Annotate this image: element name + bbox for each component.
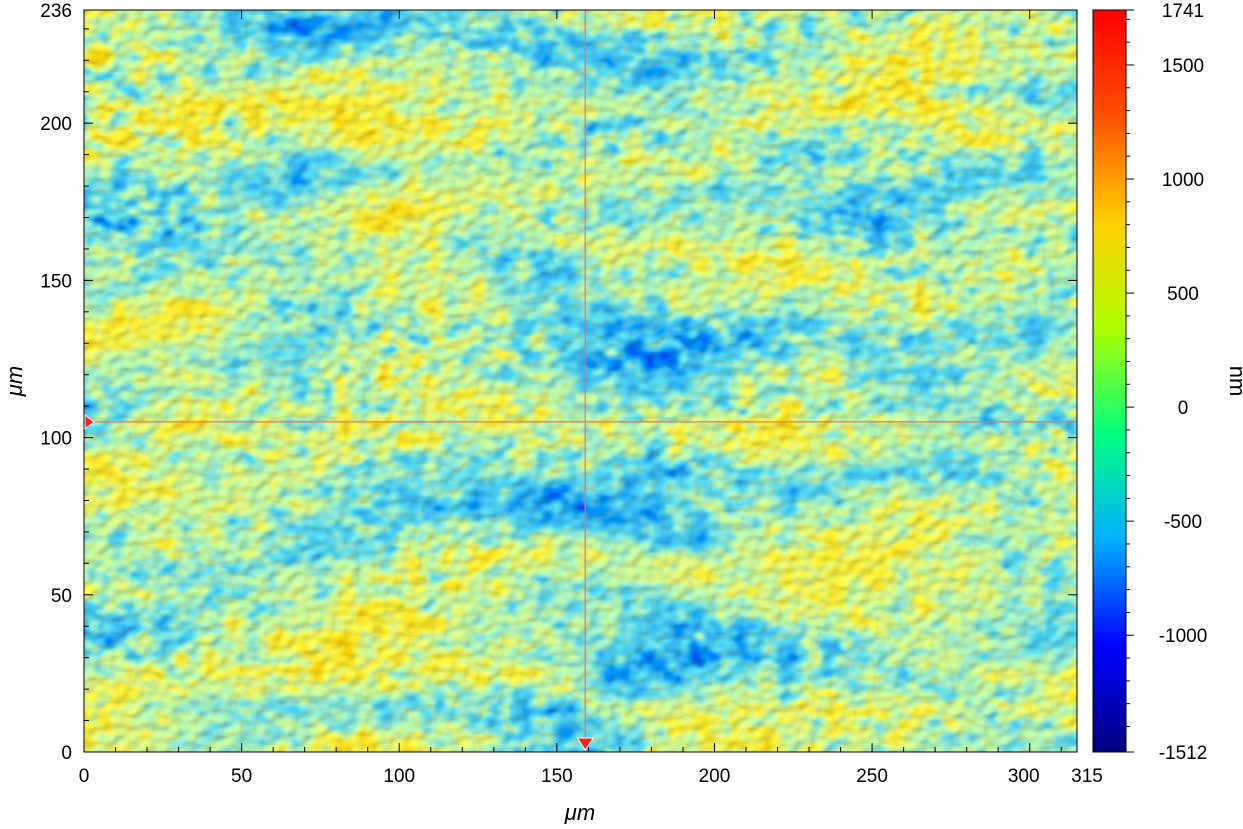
- x-tick-label: 150: [541, 766, 573, 787]
- x-axis-title: μm: [564, 800, 595, 825]
- colorbar-tick-label: 500: [1167, 284, 1199, 305]
- height-map-image: [84, 10, 1077, 752]
- y-tick-label: 0: [61, 743, 72, 764]
- crosshair-y-marker-icon[interactable]: [84, 413, 95, 430]
- y-tick-label: 150: [40, 271, 72, 292]
- colorbar-gradient: [1092, 9, 1127, 753]
- y-tick-label: 50: [51, 586, 72, 607]
- y-tick-label: 100: [40, 429, 72, 450]
- colorbar-tick-label: -1000: [1159, 626, 1208, 647]
- x-tick-label: 50: [231, 766, 252, 787]
- x-tick-label: 200: [699, 766, 731, 787]
- colorbar-tick-label: -500: [1164, 512, 1202, 533]
- y-tick-label: 236: [40, 1, 72, 22]
- crosshair-x-marker-icon[interactable]: [576, 737, 595, 751]
- colorbar-tick-label: 0: [1178, 398, 1189, 419]
- x-tick-label: 300: [1008, 766, 1040, 787]
- x-tick-label: 100: [383, 766, 415, 787]
- x-tick-label: 250: [856, 766, 888, 787]
- plot-area: [83, 9, 1078, 753]
- y-tick-label: 200: [40, 114, 72, 135]
- colorbar-tick-label: 1000: [1162, 170, 1204, 191]
- x-tick-label: 315: [1071, 766, 1103, 787]
- colorbar: 1741 1500 1000 500 0 -500 -1000 -1512 nm: [1092, 1, 1243, 764]
- colorbar-ticks: 1741 1500 1000 500 0 -500 -1000 -1512: [1126, 1, 1207, 764]
- colorbar-tick-label: -1512: [1159, 743, 1208, 764]
- colorbar-label: nm: [1225, 366, 1243, 397]
- x-tick-label: 0: [79, 766, 90, 787]
- y-axis: 0 50 100 150 200 236: [40, 1, 1077, 764]
- plot-frame: [83, 9, 1078, 753]
- crosshair-cursor[interactable]: [84, 10, 1077, 752]
- x-axis: 0 50 100 150 200 250 300 315: [79, 10, 1103, 787]
- colorbar-tick-label: 1500: [1162, 56, 1204, 77]
- colorbar-tick-label: 1741: [1162, 1, 1204, 22]
- y-axis-title: μm: [2, 366, 27, 397]
